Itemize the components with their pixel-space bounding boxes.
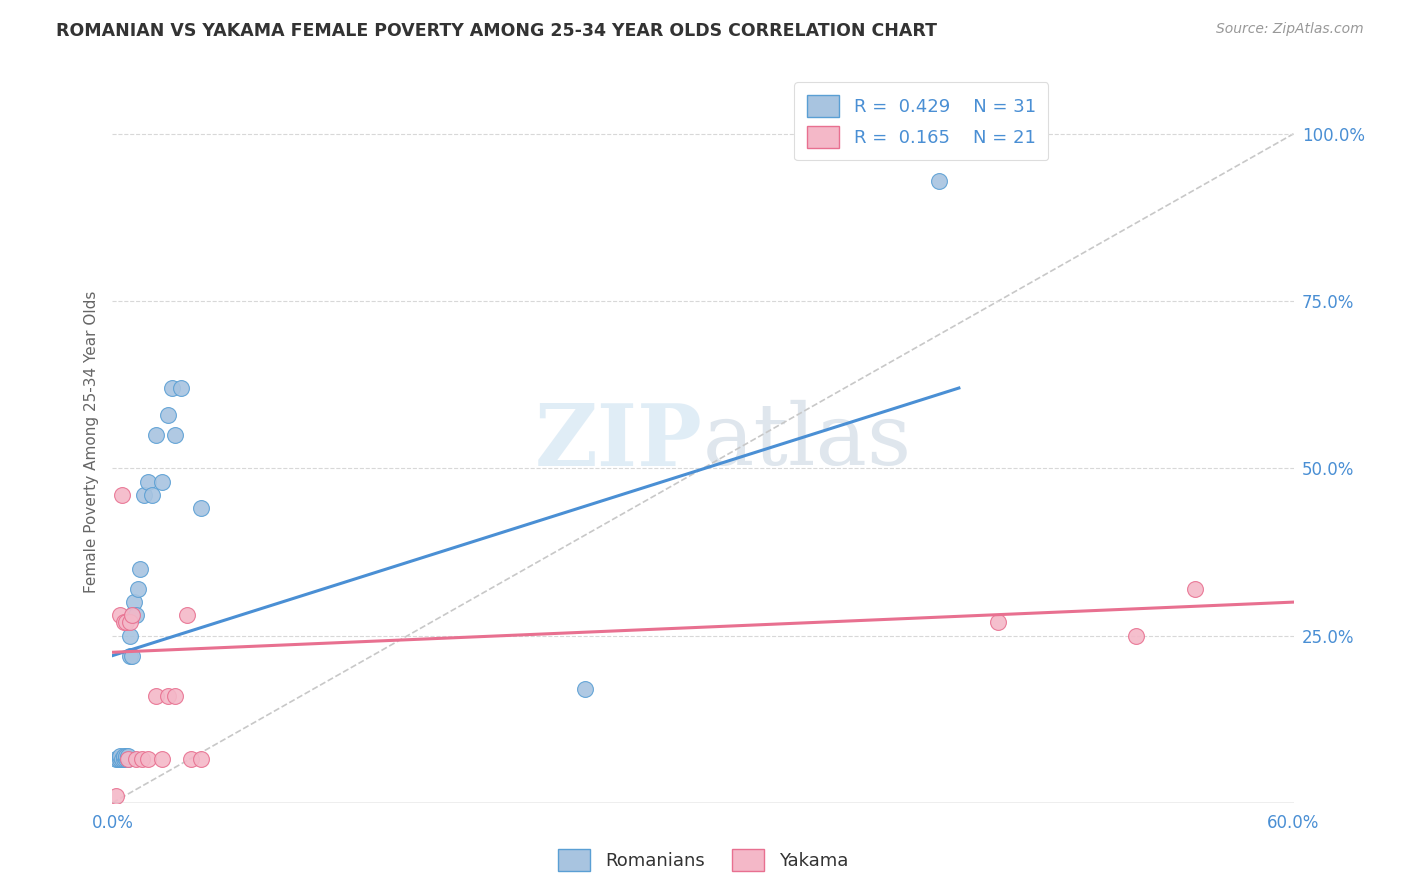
Point: [136, 475, 159, 489]
Point: [129, 562, 152, 576]
Point: [928, 173, 950, 188]
Point: [117, 752, 139, 766]
Point: [107, 752, 129, 766]
Point: [111, 752, 134, 766]
Point: [121, 608, 143, 623]
Point: [110, 749, 132, 764]
Point: [115, 752, 138, 766]
Point: [120, 615, 142, 630]
Point: [132, 488, 155, 502]
Point: [112, 752, 135, 766]
Point: [105, 752, 128, 766]
Point: [121, 648, 143, 663]
Point: [574, 681, 596, 696]
Point: [111, 488, 134, 502]
Point: [125, 752, 148, 766]
Point: [117, 752, 139, 766]
Point: [110, 752, 132, 766]
Point: [110, 608, 132, 623]
Point: [115, 615, 138, 630]
Text: ROMANIAN VS YAKAMA FEMALE POVERTY AMONG 25-34 YEAR OLDS CORRELATION CHART: ROMANIAN VS YAKAMA FEMALE POVERTY AMONG …: [56, 22, 938, 40]
Point: [115, 749, 138, 764]
Point: [141, 488, 163, 502]
Point: [165, 427, 187, 442]
Point: [1184, 582, 1206, 596]
Legend: R =  0.429    N = 31, R =  0.165    N = 21: R = 0.429 N = 31, R = 0.165 N = 21: [794, 82, 1049, 161]
Point: [121, 608, 143, 623]
Point: [176, 608, 198, 623]
Point: [180, 752, 202, 766]
Text: ZIP: ZIP: [536, 400, 703, 483]
Point: [120, 628, 142, 642]
Text: atlas: atlas: [703, 400, 912, 483]
Point: [120, 648, 142, 663]
Point: [150, 752, 173, 766]
Point: [145, 427, 167, 442]
Point: [190, 752, 212, 766]
Point: [156, 408, 179, 422]
Point: [127, 582, 149, 596]
Point: [150, 475, 173, 489]
Point: [112, 749, 135, 764]
Point: [105, 789, 128, 804]
Point: [112, 615, 135, 630]
Point: [117, 749, 139, 764]
Text: Source: ZipAtlas.com: Source: ZipAtlas.com: [1216, 22, 1364, 37]
Legend: Romanians, Yakama: Romanians, Yakama: [551, 842, 855, 879]
Point: [156, 689, 179, 703]
Point: [1125, 628, 1147, 642]
Point: [136, 752, 159, 766]
Point: [131, 752, 153, 766]
Point: [125, 608, 148, 623]
Y-axis label: Female Poverty Among 25-34 Year Olds: Female Poverty Among 25-34 Year Olds: [83, 291, 98, 592]
Point: [987, 615, 1010, 630]
Point: [145, 689, 167, 703]
Point: [170, 381, 193, 395]
Point: [122, 595, 145, 609]
Point: [160, 381, 183, 395]
Point: [190, 501, 212, 516]
Point: [165, 689, 187, 703]
